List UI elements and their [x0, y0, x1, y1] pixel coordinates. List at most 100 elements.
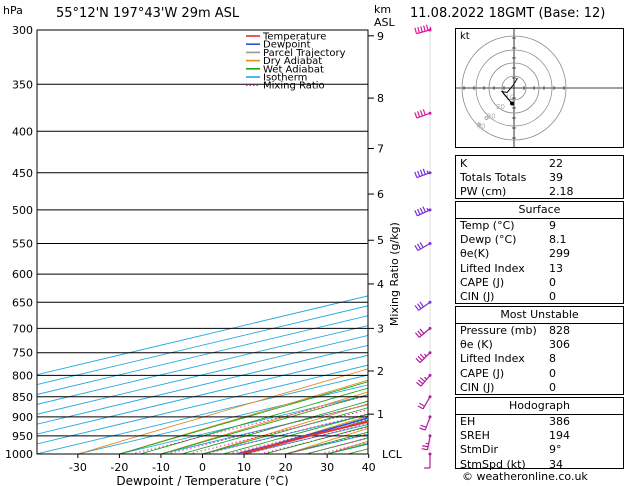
temp-tick-label: 10 [237, 461, 251, 474]
asl-unit-label: ASL [374, 16, 395, 29]
wind-barb-flag [417, 170, 421, 177]
wind-barb-flag [419, 169, 424, 176]
wind-barb-flag [422, 168, 426, 175]
hodograph-table-panel: Hodograph EH 386 SREH 194 StmDir 9° StmSpd … [455, 397, 624, 472]
mu-row: θe (K) 306 [456, 338, 623, 352]
km-tick-label: 1 [377, 408, 384, 421]
wind-barb-flag [419, 328, 425, 334]
wind-barb-flag [419, 353, 425, 359]
pressure-tick-label: 300 [12, 24, 33, 37]
temp-tick-label: 20 [279, 461, 293, 474]
hodograph-ring-label: 30 [487, 112, 496, 120]
hodograph-ring-label: 10 [505, 94, 514, 102]
pressure-tick-label: 350 [12, 78, 33, 91]
dry-adiabat-line [160, 391, 368, 454]
surface-label: Lifted Index [460, 261, 525, 275]
pressure-tick-label: 850 [12, 391, 33, 404]
hodo-label: EH [460, 415, 476, 428]
copyright-text: © weatheronline.co.uk [462, 470, 588, 483]
wind-barb-dot [428, 28, 432, 32]
surface-value: 299 [549, 247, 570, 261]
legend-entry: Wet Adiabat [263, 64, 324, 75]
skew-t-diagram: 1234681015202530035040045050055060065070… [5, 24, 432, 486]
surface-row: Temp (°C) 9 [456, 219, 623, 233]
wind-barb-flag [417, 111, 421, 118]
hodo-label: StmSpd (kt) [460, 457, 526, 471]
wind-barb-flag [419, 377, 426, 383]
pressure-tick-label: 400 [12, 125, 33, 138]
temp-tick-label: 0 [199, 461, 206, 474]
wind-barb-flag [422, 109, 426, 116]
wind-barb [421, 434, 432, 451]
wind-barb-staff [418, 327, 431, 338]
pressure-tick-label: 1000 [5, 448, 33, 461]
isotherm-line [37, 295, 368, 376]
wind-barb-staff [426, 435, 431, 450]
surface-label: Dewp (°C) [460, 233, 517, 247]
wind-barb-flag [421, 448, 428, 451]
wind-barb-flag [417, 26, 420, 34]
dry-adiabat-line [119, 379, 368, 454]
wind-barb-half [426, 207, 429, 211]
surface-label: CAPE (J) [460, 275, 505, 289]
isotherm-line [37, 364, 368, 445]
wind-barb-flag [422, 445, 429, 448]
surface-row: Dewp (°C) 8.1 [456, 233, 623, 247]
index-label: K [460, 157, 468, 170]
temperature-line [239, 420, 368, 454]
km-tick-label: 2 [377, 365, 384, 378]
legend-entry: Temperature [262, 32, 326, 43]
index-label: PW (cm) [460, 185, 507, 199]
isotherm-line [37, 374, 368, 454]
temp-tick-label: 40 [362, 461, 376, 474]
wind-barb-half [423, 353, 427, 357]
hodo-value: 194 [549, 429, 570, 443]
index-row: K 22 [456, 157, 623, 171]
wind-barb-staff [422, 396, 431, 410]
wind-barb [414, 168, 432, 179]
index-value: 22 [549, 157, 563, 170]
wind-barb [417, 395, 432, 410]
mu-row: CAPE (J) 0 [456, 367, 623, 381]
wind-barb [415, 351, 432, 364]
surface-value: 13 [549, 261, 563, 275]
parcel-trajectory-line [239, 417, 368, 454]
legend-entry: Mixing Ratio [263, 81, 325, 92]
pressure-tick-label: 900 [12, 411, 33, 424]
hodograph-ring [475, 49, 553, 127]
hodo-row: StmSpd (kt) 34 [456, 458, 623, 472]
hodo-value: 34 [549, 457, 563, 471]
wind-barb-dot [428, 300, 432, 304]
hodo-row: StmDir 9° [456, 443, 623, 457]
temp-tick-label: 30 [320, 461, 334, 474]
temp-tick-label: -20 [110, 461, 128, 474]
dry-adiabat-line [243, 415, 368, 454]
wet-adiabat-line [140, 387, 368, 454]
dry-adiabat-line [77, 368, 368, 454]
wind-barb-half [424, 376, 428, 380]
hodograph-ring [501, 75, 527, 101]
km-tick-label: 7 [377, 142, 384, 155]
wind-barb-dot [428, 351, 432, 355]
wind-barb-flag [417, 303, 422, 309]
surface-label: CIN (J) [460, 289, 495, 303]
surface-label: Temp (°C) [460, 219, 515, 232]
mixing-ratio-line [166, 403, 368, 454]
km-tick-label: 6 [377, 188, 384, 201]
mixing-ratio-line [246, 423, 368, 454]
pressure-tick-label: 800 [12, 369, 33, 382]
legend-entry: Parcel Trajectory [263, 48, 346, 59]
mu-label: Lifted Index [460, 352, 525, 366]
wind-barb-flag [419, 301, 424, 308]
wind-barb [419, 415, 432, 431]
mixing-ratio-line [131, 395, 368, 454]
wind-barb-flag [414, 332, 420, 338]
hodograph-trace [500, 77, 518, 104]
wind-barb [416, 373, 432, 387]
wind-barb-dot [428, 452, 432, 456]
wind-barb [414, 241, 432, 251]
most-unstable-panel: Most Unstable Pressure (mb) 828 θe (K) 306… [455, 306, 624, 395]
x-axis-label: Dewpoint / Temperature (°C) [116, 474, 288, 486]
temp-tick-label: -10 [152, 461, 170, 474]
wet-adiabat-line [243, 419, 368, 454]
